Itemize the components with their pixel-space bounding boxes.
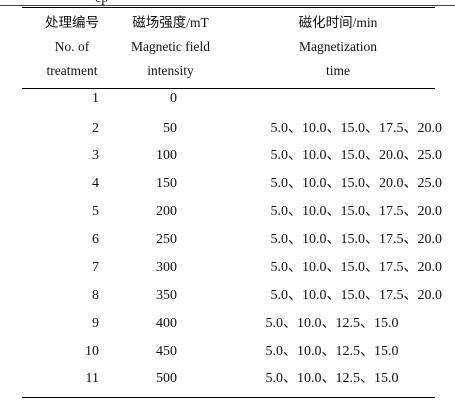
- header-field-intensity-en-1: Magnetic field: [130, 39, 211, 54]
- cell-treatment-no: 11: [85, 371, 99, 386]
- table-row: 9 400 5.0、10.0、12.5、15.0: [0, 311, 455, 337]
- header-magnetization-time-en-1: Magnetization: [299, 39, 377, 54]
- table-row: 10 450 5.0、10.0、12.5、15.0: [0, 339, 455, 365]
- cell-treatment-no: 2: [92, 121, 99, 136]
- cell-treatment-no: 8: [92, 288, 99, 303]
- cell-treatment-no: 5: [92, 204, 99, 219]
- page-edge-line: [0, 5, 455, 6]
- cell-intensity: 450: [156, 344, 177, 359]
- table-row: 7 300 5.0、10.0、15.0、17.5、20.0: [0, 255, 455, 281]
- cell-intensity: 500: [156, 371, 177, 386]
- header-field-intensity-en-2: intensity: [147, 63, 194, 78]
- cell-time: 5.0、10.0、15.0、17.5、20.0: [270, 232, 443, 247]
- cell-intensity: 200: [156, 204, 177, 219]
- table-row: 5 200 5.0、10.0、15.0、17.5、20.0: [0, 199, 455, 225]
- cell-time: 5.0、10.0、12.5、15.0: [265, 371, 399, 386]
- cell-intensity: 300: [156, 260, 177, 275]
- header-magnetization-time-zh: 磁化时间/min: [298, 15, 378, 30]
- table-row: 8 350 5.0、10.0、15.0、17.5、20.0: [0, 283, 455, 309]
- cell-treatment-no: 6: [92, 232, 99, 247]
- header-treatment-no: 处理编号 No. of treatment: [22, 11, 122, 83]
- cell-treatment-no: 7: [92, 260, 99, 275]
- cell-time: 5.0、10.0、15.0、17.5、20.0: [270, 260, 443, 275]
- page-top-edge: ep: [0, 0, 455, 6]
- caption-fragment: ep: [95, 0, 108, 6]
- cell-time: 5.0、10.0、15.0、17.5、20.0: [270, 288, 443, 303]
- cell-treatment-no: 10: [85, 344, 99, 359]
- table-row: 1 0: [0, 86, 455, 112]
- cell-time: 5.0、10.0、15.0、20.0、25.0: [270, 148, 443, 163]
- cell-time: 5.0、10.0、15.0、17.5、20.0: [270, 121, 443, 136]
- cell-intensity: 250: [156, 232, 177, 247]
- header-field-intensity-zh: 磁场强度/mT: [132, 15, 209, 30]
- cell-treatment-no: 1: [92, 91, 99, 106]
- cell-treatment-no: 4: [92, 176, 99, 191]
- cell-intensity: 50: [163, 121, 177, 136]
- cell-treatment-no: 9: [92, 316, 99, 331]
- table-header-rule: [22, 88, 435, 89]
- table-row: 11 500 5.0、10.0、12.5、15.0: [0, 366, 455, 392]
- header-treatment-no-en-1: No. of: [54, 39, 90, 54]
- table-row: 4 150 5.0、10.0、15.0、20.0、25.0: [0, 171, 455, 197]
- cell-time: 5.0、10.0、15.0、17.5、20.0: [270, 204, 443, 219]
- table-top-rule: [22, 7, 435, 8]
- header-treatment-no-zh: 处理编号: [45, 15, 99, 30]
- cell-intensity: 400: [156, 316, 177, 331]
- table-row: 3 100 5.0、10.0、15.0、20.0、25.0: [0, 143, 455, 169]
- cell-time: 5.0、10.0、12.5、15.0: [265, 316, 399, 331]
- table-row: 2 50 5.0、10.0、15.0、17.5、20.0: [0, 116, 455, 142]
- cell-intensity: 350: [156, 288, 177, 303]
- header-field-intensity: 磁场强度/mT Magnetic field intensity: [118, 11, 223, 83]
- table-bottom-rule: [22, 397, 435, 398]
- cell-intensity: 100: [156, 148, 177, 163]
- cell-time: 5.0、10.0、15.0、20.0、25.0: [270, 176, 443, 191]
- table-row: 6 250 5.0、10.0、15.0、17.5、20.0: [0, 227, 455, 253]
- cell-intensity: 150: [156, 176, 177, 191]
- header-magnetization-time: 磁化时间/min Magnetization time: [232, 11, 444, 83]
- header-treatment-no-en-2: treatment: [46, 63, 98, 78]
- header-magnetization-time-en-2: time: [326, 63, 350, 78]
- cell-time: 5.0、10.0、12.5、15.0: [265, 344, 399, 359]
- cell-intensity: 0: [170, 91, 177, 106]
- cell-treatment-no: 3: [92, 148, 99, 163]
